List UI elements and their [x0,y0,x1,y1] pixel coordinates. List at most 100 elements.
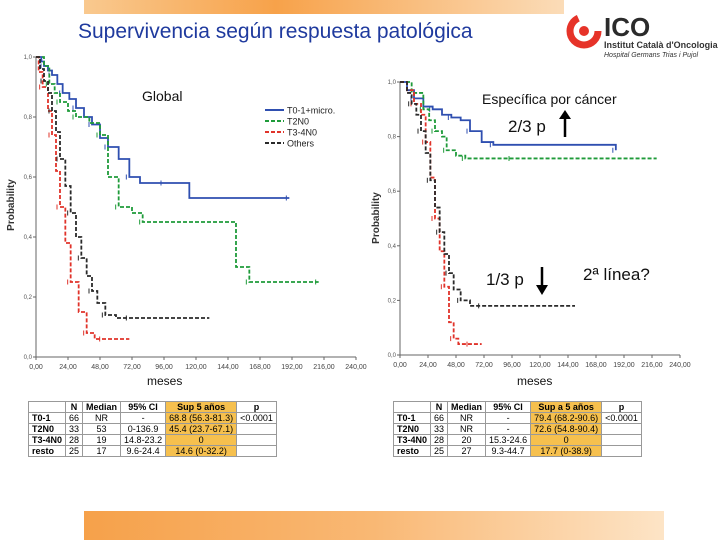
table-row: T2N0 33 NR -72.6 (54.8-90.4) [392,423,642,435]
y-tick-label: 0,8 [388,135,397,141]
x-tick-label: 0,00 [29,364,43,371]
x-tick-label: 240,00 [669,362,691,369]
series-line-others [36,56,210,319]
x-tick-label: 240,00 [345,364,367,371]
arrow-up-icon [559,110,571,137]
table-cell [236,434,277,446]
table-header-cell [392,401,432,413]
x-tick-label: 192,00 [281,364,303,371]
table-cell [601,434,642,446]
chart-title: Específica por cáncer [482,91,617,107]
series-line-others [400,81,575,307]
y-tick-label: 0,6 [388,189,397,195]
x-tick-label: 48,00 [447,362,465,369]
table-cell: 0-136.9 [120,423,167,435]
series-line-t0-1-micro- [400,81,617,151]
x-tick-label: 120,00 [529,362,551,369]
table-row: T0-1 66 NR -79.4 (68.2-90.6) <0.0001 [392,412,642,424]
chart-title: Global [142,88,182,104]
table-cell: 79.4 (68.2-90.6) [530,412,603,424]
series-line-t2n0 [36,56,319,283]
table-row: T2N0 33 53 0-136.9 45.4 (23.7-67.1) [27,423,277,435]
table-header-cell [27,401,67,413]
y-tick-label: 1,0 [388,80,397,86]
x-tick-label: 24,00 [419,362,437,369]
table-cell: resto [27,445,67,457]
table-header-cell: Sup a 5 años [530,401,603,413]
logo-line2: Hospital Germans Trias i Pujol [604,52,699,59]
table-cell: 66 [65,412,84,424]
table-cell: 53 [82,423,122,435]
y-tick-label: 0,6 [24,175,33,181]
table-cell: T2N0 [392,423,432,435]
table-cell: resto [392,445,432,457]
y-tick-label: 1,0 [24,55,33,61]
x-label-left: meses [147,374,183,388]
table-cell: 19 [82,434,122,446]
table-cell: 25 [65,445,84,457]
x-tick-label: 144,00 [217,364,239,371]
table-header-cell: N [65,401,84,413]
table-cell: 28 [65,434,84,446]
x-tick-label: 168,00 [249,364,271,371]
bottom-decor-bar [84,511,664,540]
series-line-t3-4n0 [400,81,482,345]
y-axis-label: Probability [6,179,17,231]
series-line-t2n0 [400,81,657,160]
ico-logo-icon [566,13,602,49]
y-tick-label: 0,8 [24,115,33,121]
x-tick-label: 48,00 [91,364,109,371]
table-header: N Median 95% CI Sup a 5 años p [392,401,642,413]
table-cell: 9.3-44.7 [485,445,532,457]
legend-label: T2N0 [287,117,309,127]
x-tick-label: 192,00 [613,362,635,369]
x-tick-label: 168,00 [585,362,607,369]
x-tick-label: 144,00 [557,362,579,369]
table-cell: - [485,423,532,435]
table-header-cell: Sup 5 años [165,401,238,413]
legend-label: Others [287,139,315,149]
x-tick-label: 216,00 [313,364,335,371]
table-header-cell: Median [82,401,122,413]
table-cell: 15.3-24.6 [485,434,532,446]
table-header-cell: p [236,401,277,413]
table-header-cell: N [430,401,449,413]
slide-title: Supervivencia según respuesta patológica [78,20,473,43]
table-cell: 33 [65,423,84,435]
table-cell: T0-1 [392,412,432,424]
table-cell [601,445,642,457]
x-tick-label: 96,00 [503,362,521,369]
x-tick-label: 120,00 [185,364,207,371]
table-cell: NR [447,412,487,424]
table-cell: 45.4 (23.7-67.1) [165,423,238,435]
table-global: N Median 95% CI Sup 5 años p T0-1 66 NR -68.8 (5… [27,401,277,457]
arrow-down-icon [536,267,548,295]
y-tick-label: 0,0 [388,353,397,359]
x-tick-label: 24,00 [59,364,77,371]
x-label-right: meses [517,374,553,388]
table-cell: <0.0001 [601,412,642,424]
table-cell: 14.6 (0-32.2) [165,445,238,457]
table-cell: T2N0 [27,423,67,435]
logo-name: ICO [604,12,651,42]
table-cell: 33 [430,423,449,435]
table-row: T0-1 66 NR -68.8 (56.3-81.3) <0.0001 [27,412,277,424]
series-line-t0-1-micro- [36,56,290,199]
table-cell: 27 [447,445,487,457]
note-bottom: 1/3 p [486,270,524,289]
table-cell: <0.0001 [236,412,277,424]
table-header: N Median 95% CI Sup 5 años p [27,401,277,413]
table-header-cell: 95% CI [485,401,532,413]
x-tick-label: 72,00 [123,364,141,371]
y-tick-label: 0,0 [24,355,33,361]
note-top: 2/3 p [508,117,546,136]
y-tick-label: 0,4 [24,235,33,241]
table-cell: 68.8 (56.3-81.3) [165,412,238,424]
table-specific: N Median 95% CI Sup a 5 años p T0-1 66 NR -79.4 … [392,401,642,457]
ico-logo: ICO Institut Català d'Oncologia Hospital… [604,14,718,60]
table-cell [236,445,277,457]
table-cell: 17.7 (0-38.9) [530,445,603,457]
y-tick-label: 0,2 [388,298,397,304]
table-header-cell: p [601,401,642,413]
